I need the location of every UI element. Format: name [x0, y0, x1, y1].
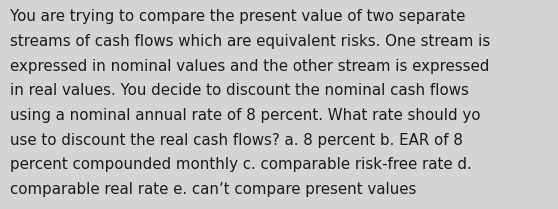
Text: comparable real rate e. can’t compare present values: comparable real rate e. can’t compare pr…	[10, 182, 416, 197]
Text: streams of cash flows which are equivalent risks. One stream is: streams of cash flows which are equivale…	[10, 34, 490, 49]
Text: use to discount the real cash flows? a. 8 percent b. EAR of 8: use to discount the real cash flows? a. …	[10, 133, 463, 148]
Text: percent compounded monthly c. comparable risk-free rate d.: percent compounded monthly c. comparable…	[10, 157, 472, 172]
Text: expressed in nominal values and the other stream is expressed: expressed in nominal values and the othe…	[10, 59, 489, 74]
Text: using a nominal annual rate of 8 percent. What rate should yo: using a nominal annual rate of 8 percent…	[10, 108, 480, 123]
Text: You are trying to compare the present value of two separate: You are trying to compare the present va…	[10, 9, 465, 24]
Text: in real values. You decide to discount the nominal cash flows: in real values. You decide to discount t…	[10, 83, 469, 98]
